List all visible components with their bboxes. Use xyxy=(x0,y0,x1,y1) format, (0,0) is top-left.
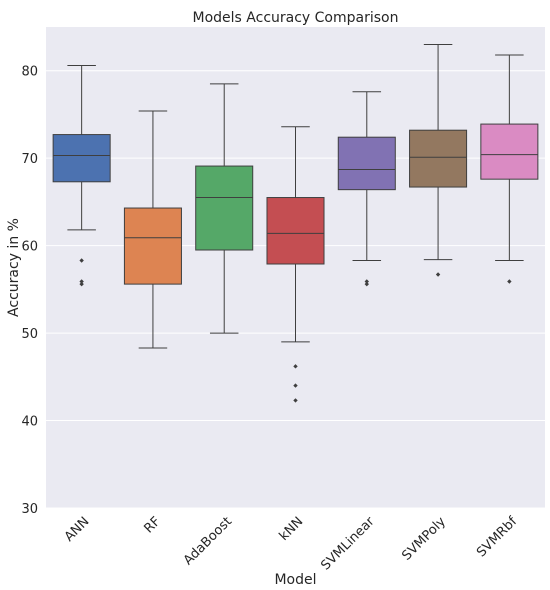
iqr-box xyxy=(123,207,182,285)
y-tick-label: 70 xyxy=(21,152,38,167)
x-tick-label: ANN xyxy=(62,514,93,545)
iqr-box xyxy=(480,123,539,180)
x-tick-label: SVMLinear xyxy=(318,514,378,574)
box-AdaBoost xyxy=(195,83,254,334)
box-SVMRbf xyxy=(480,54,539,284)
outlier-point xyxy=(507,279,512,284)
x-tick-label: SVMRbf xyxy=(474,514,520,560)
box-ANN xyxy=(52,64,111,287)
x-tick-label: RF xyxy=(141,514,163,536)
x-tick-label: AdaBoost xyxy=(181,514,235,568)
iqr-box xyxy=(337,136,396,191)
x-tick-label: kNN xyxy=(277,514,307,544)
chart-title: Models Accuracy Comparison xyxy=(193,10,399,26)
y-tick-labels: 30 40 50 60 70 80 xyxy=(21,65,38,517)
iqr-box xyxy=(409,129,468,188)
outlier-point xyxy=(79,281,84,287)
iqr-box xyxy=(195,165,254,251)
outlier-point xyxy=(364,281,369,287)
x-tick-labels: ANN RF AdaBoost kNN SVMLinear SVMPoly SVMRbf xyxy=(62,514,521,574)
y-axis-label: Accuracy in % xyxy=(6,218,22,317)
box-kNN xyxy=(266,126,325,403)
y-tick-label: 30 xyxy=(21,502,38,517)
y-tick-label: 60 xyxy=(21,240,38,255)
boxes xyxy=(52,43,539,403)
outlier-point xyxy=(293,383,298,388)
box-SVMLinear xyxy=(337,91,396,287)
box-RF xyxy=(123,110,182,349)
y-tick-label: 80 xyxy=(21,65,38,80)
outlier-point xyxy=(364,279,369,284)
box-SVMPoly xyxy=(409,43,468,277)
x-axis-label: Model xyxy=(274,572,316,588)
y-tick-label: 40 xyxy=(21,415,38,430)
y-tick-label: 50 xyxy=(21,327,38,342)
outlier-point xyxy=(435,272,441,277)
x-tick-label: SVMPoly xyxy=(399,514,449,564)
iqr-box xyxy=(266,197,325,265)
outlier-point xyxy=(293,364,298,369)
iqr-box xyxy=(52,134,111,183)
outlier-point xyxy=(79,279,84,284)
outlier-point xyxy=(293,398,298,403)
outlier-point xyxy=(79,258,84,263)
